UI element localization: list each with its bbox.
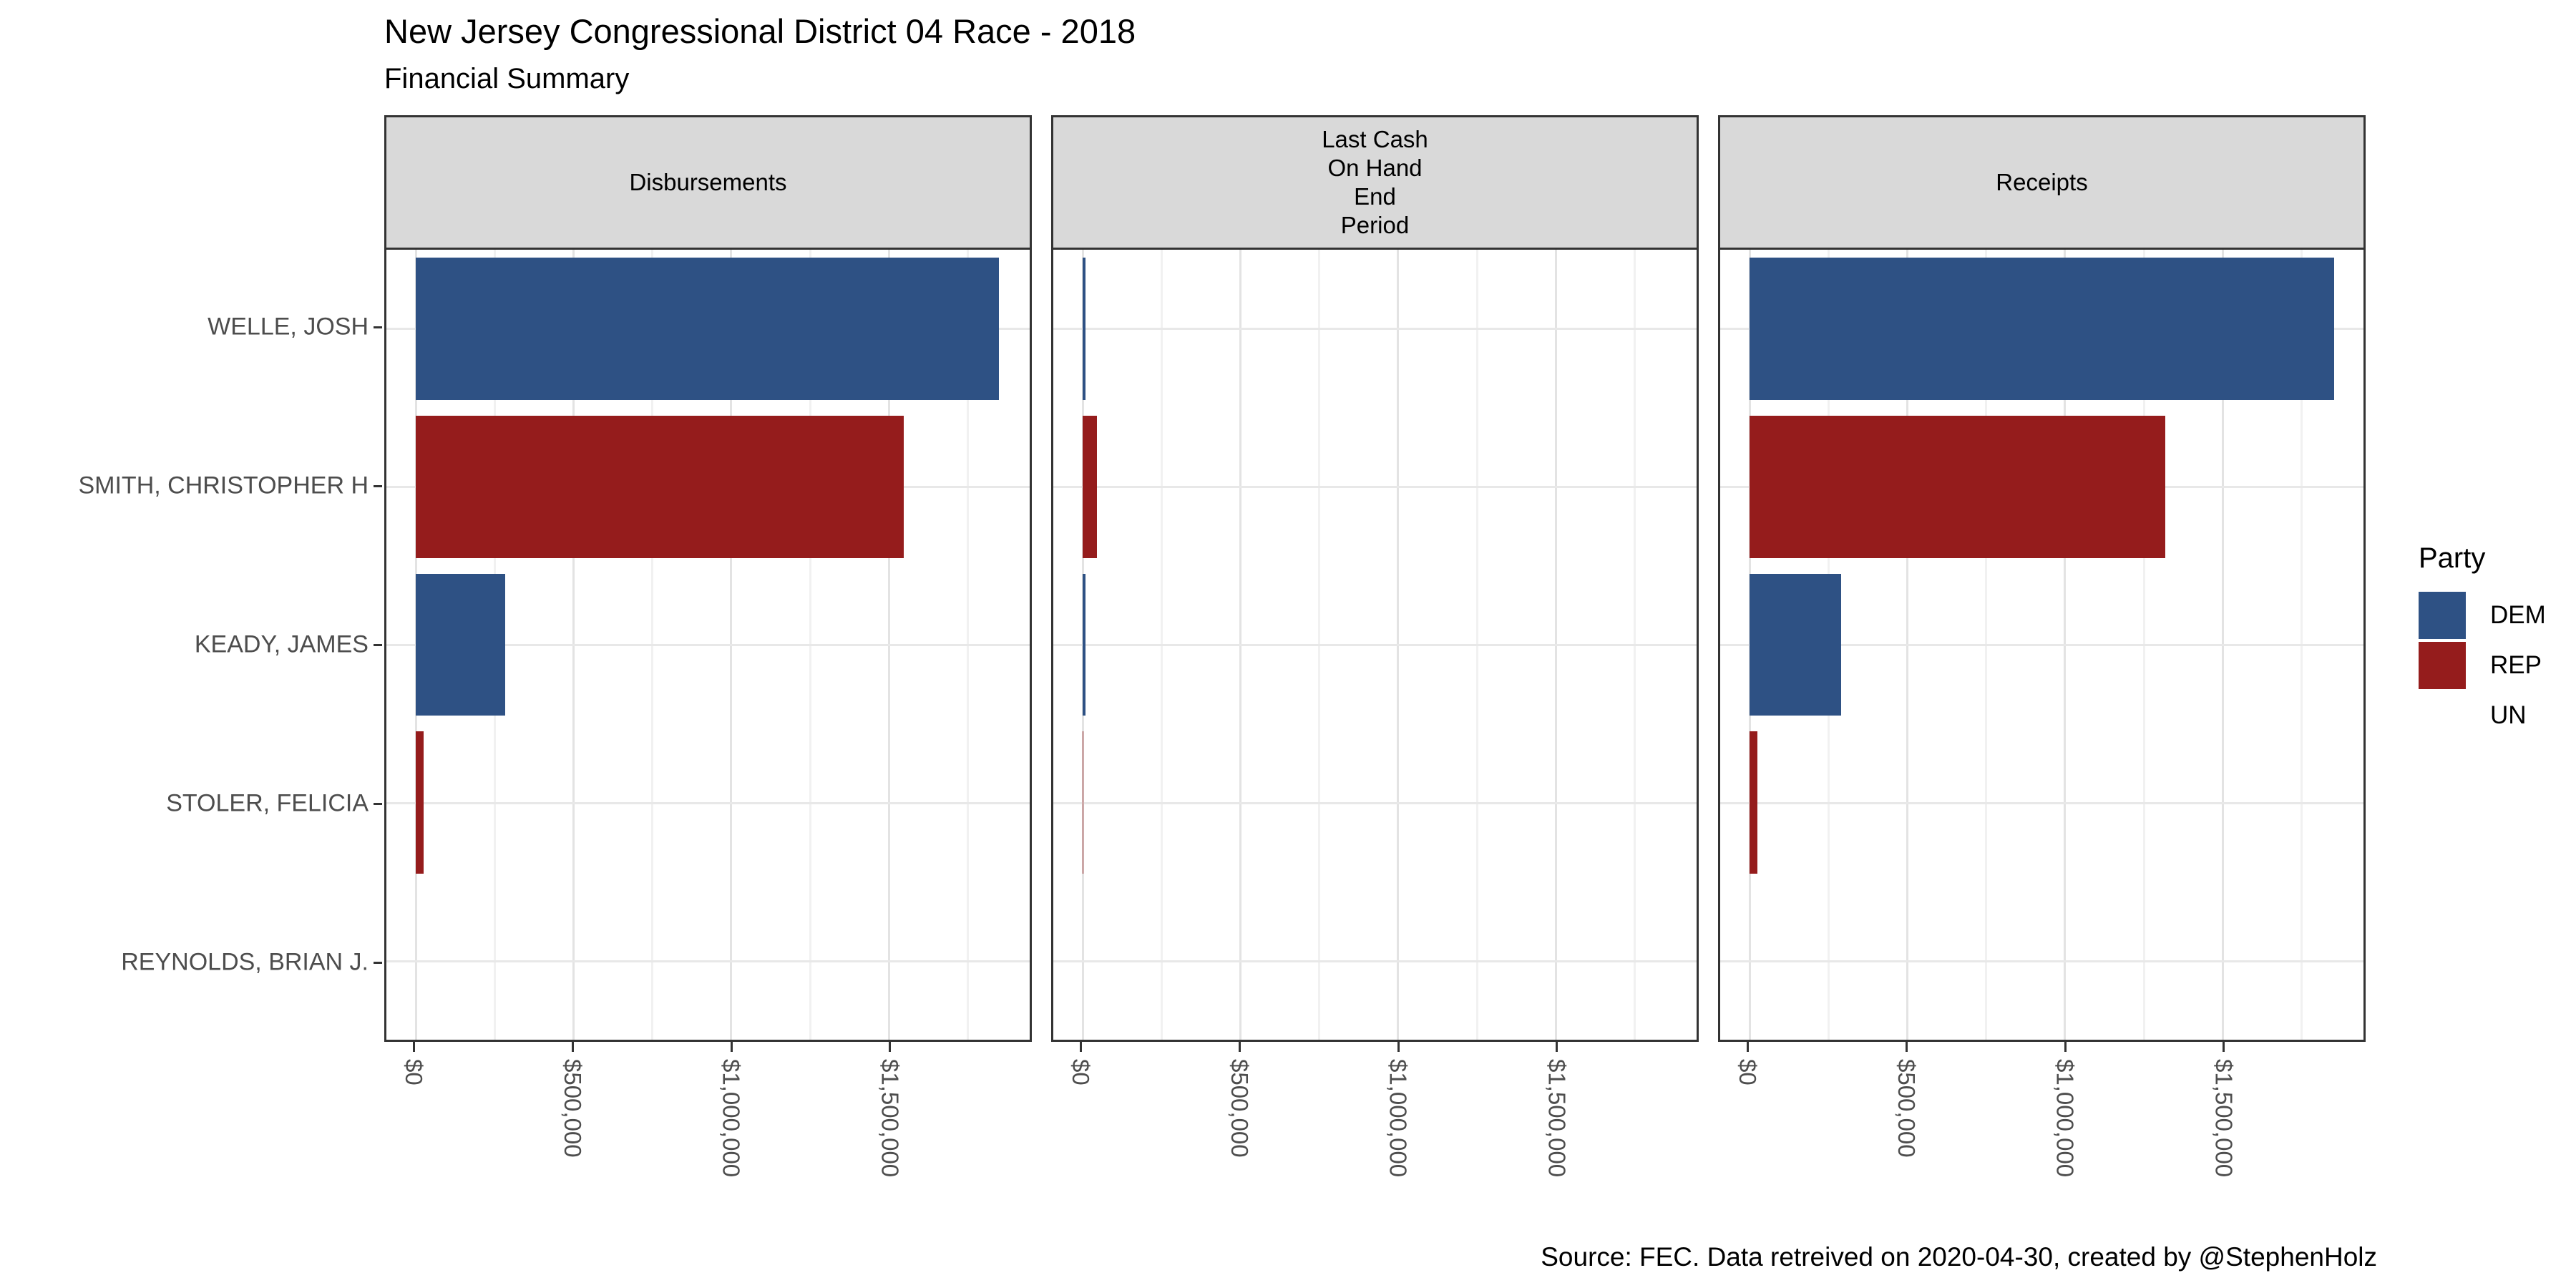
y-axis: WELLE, JOSH SMITH, CHRISTOPHER H KEADY, JA… bbox=[0, 248, 384, 1042]
y-tick bbox=[374, 803, 382, 805]
x-tick bbox=[1397, 1042, 1400, 1052]
x-tick-label: $1,000,000 bbox=[1385, 1059, 1412, 1178]
legend-entry: DEM bbox=[2419, 592, 2576, 639]
gridline-h bbox=[386, 644, 1030, 646]
y-axis-label: WELLE, JOSH bbox=[208, 313, 369, 341]
legend-entry: UN bbox=[2419, 692, 2576, 739]
legend-swatch bbox=[2419, 692, 2466, 739]
y-tick bbox=[374, 962, 382, 964]
legend-swatch bbox=[2419, 592, 2466, 639]
bar bbox=[1082, 258, 1086, 400]
gridline-h bbox=[1053, 328, 1697, 331]
legend-title: Party bbox=[2419, 542, 2486, 574]
facet-header: Disbursements bbox=[384, 115, 1032, 250]
plot-panel bbox=[1718, 248, 2366, 1042]
legend-entries: DEM REP UN bbox=[2419, 592, 2576, 739]
x-tick bbox=[2223, 1042, 2225, 1052]
facet-header: Receipts bbox=[1718, 115, 2366, 250]
x-tick-label: $1,500,000 bbox=[877, 1059, 904, 1178]
legend-label: UN bbox=[2490, 701, 2527, 729]
x-tick-label: $500,000 bbox=[559, 1059, 586, 1158]
legend-label: DEM bbox=[2490, 601, 2546, 629]
gridline-h bbox=[1053, 960, 1697, 962]
gridline-h bbox=[1053, 644, 1697, 646]
legend: Party DEM REP UN bbox=[2419, 542, 2576, 742]
chart-subtitle: Financial Summary bbox=[384, 63, 630, 94]
x-tick-label: $0 bbox=[401, 1059, 428, 1085]
y-axis-label: SMITH, CHRISTOPHER H bbox=[78, 472, 369, 499]
gridline-h bbox=[1720, 960, 2363, 962]
x-tick bbox=[1556, 1042, 1558, 1052]
x-tick-label: $1,000,000 bbox=[2051, 1059, 2079, 1178]
gridline-h bbox=[1053, 486, 1697, 489]
bar bbox=[1082, 573, 1086, 716]
gridline-h bbox=[1720, 644, 2363, 646]
bar bbox=[1749, 573, 1841, 716]
gridline-h bbox=[386, 801, 1030, 804]
bar bbox=[415, 731, 424, 874]
plot-panel bbox=[384, 248, 1032, 1042]
facet-panel-receipts: Receipts $0 $500,000 $1,000,000 $1,500,000 bbox=[1718, 115, 2366, 1189]
x-tick bbox=[889, 1042, 892, 1052]
gridline-h bbox=[1720, 801, 2363, 804]
facet-panel-disbursements: Disbursements $0 $500,000 $1,000,000 $1,500… bbox=[384, 115, 1032, 1189]
y-tick bbox=[374, 485, 382, 487]
x-tick-label: $1,500,000 bbox=[1543, 1059, 1571, 1178]
x-axis: $0 $500,000 $1,000,000 $1,500,000 bbox=[1051, 1042, 1699, 1242]
y-tick bbox=[374, 644, 382, 646]
y-axis-label: STOLER, FELICIA bbox=[166, 789, 369, 817]
x-tick bbox=[2064, 1042, 2067, 1052]
x-tick-label: $0 bbox=[1068, 1059, 1095, 1085]
x-tick bbox=[730, 1042, 733, 1052]
y-tick bbox=[374, 326, 382, 328]
facet-header-label: Disbursements bbox=[629, 169, 787, 195]
y-axis-label: KEADY, JAMES bbox=[194, 630, 369, 658]
x-tick bbox=[1747, 1042, 1750, 1052]
bar bbox=[415, 258, 999, 400]
legend-label: REP bbox=[2490, 651, 2542, 679]
bar bbox=[415, 573, 505, 716]
chart-caption: Source: FEC. Data retreived on 2020-04-3… bbox=[1541, 1242, 2377, 1272]
x-tick bbox=[413, 1042, 416, 1052]
plot-panel bbox=[1051, 248, 1699, 1042]
bar bbox=[1749, 731, 1757, 874]
x-tick bbox=[1905, 1042, 1908, 1052]
chart-title: New Jersey Congressional District 04 Rac… bbox=[384, 12, 1136, 50]
facet-header: Last Cash On Hand End Period bbox=[1051, 115, 1699, 250]
x-tick-label: $0 bbox=[1735, 1059, 1762, 1085]
gridline-h bbox=[1053, 801, 1697, 804]
x-tick bbox=[1080, 1042, 1083, 1052]
bar bbox=[1749, 258, 2335, 400]
x-axis: $0 $500,000 $1,000,000 $1,500,000 bbox=[384, 1042, 1032, 1242]
gridline-h bbox=[386, 960, 1030, 962]
bar bbox=[1749, 415, 2166, 558]
bar bbox=[415, 415, 904, 558]
facet-header-label: Last Cash On Hand End Period bbox=[1322, 126, 1428, 238]
facet-panel-last-cash: Last Cash On Hand End Period $0 $500,000 $… bbox=[1051, 115, 1699, 1189]
x-tick-label: $500,000 bbox=[1893, 1059, 1920, 1158]
x-tick-label: $500,000 bbox=[1226, 1059, 1253, 1158]
legend-swatch bbox=[2419, 642, 2466, 689]
x-tick-label: $1,500,000 bbox=[2210, 1059, 2238, 1178]
x-tick bbox=[1238, 1042, 1241, 1052]
x-tick bbox=[571, 1042, 574, 1052]
bar bbox=[1082, 415, 1097, 558]
facet-header-label: Receipts bbox=[1996, 169, 2088, 195]
y-axis-label: REYNOLDS, BRIAN J. bbox=[121, 948, 369, 976]
legend-entry: REP bbox=[2419, 642, 2576, 689]
x-axis: $0 $500,000 $1,000,000 $1,500,000 bbox=[1718, 1042, 2366, 1242]
x-tick-label: $1,000,000 bbox=[718, 1059, 745, 1178]
